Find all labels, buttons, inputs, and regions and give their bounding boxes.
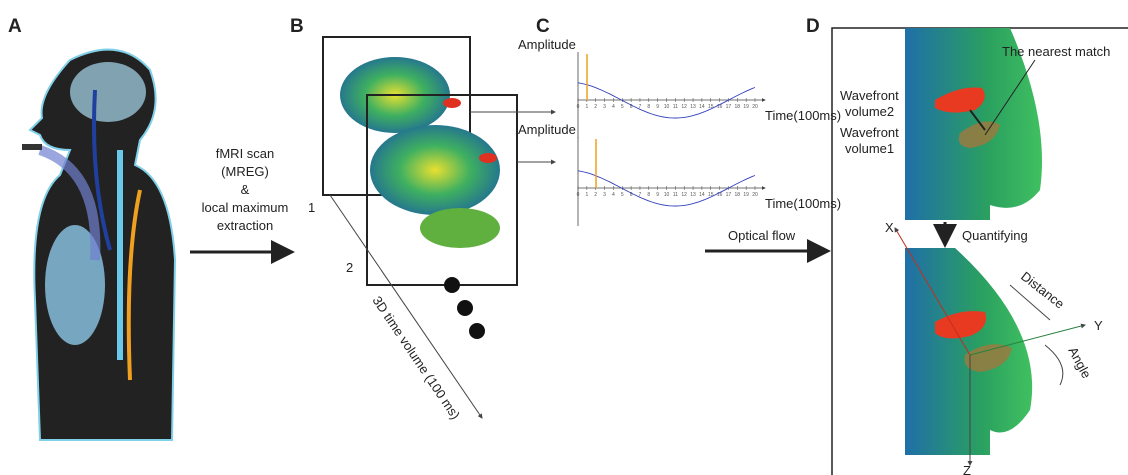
- tick-label: 3: [603, 192, 606, 198]
- volume-number: 1: [308, 200, 315, 215]
- axis-label: 3D time volume (100 ms): [370, 293, 464, 422]
- tick-label: 17: [726, 104, 732, 110]
- brain-slice: [370, 125, 500, 215]
- step-text-line: fMRI scan: [216, 146, 275, 161]
- tick-label: 1: [585, 192, 588, 198]
- tick-label: 14: [699, 192, 705, 198]
- step-text-line: (MREG): [221, 164, 269, 179]
- step-text-line: local maximum: [202, 200, 289, 215]
- step-text: fMRI scan (MREG) & local maximum extraction: [202, 146, 289, 233]
- tick-label: 4: [612, 104, 615, 110]
- panel-border: [831, 27, 1128, 475]
- flow-vector: [969, 109, 986, 131]
- tick-label: 7: [639, 192, 642, 198]
- tick-label: 2: [594, 104, 597, 110]
- x-axis-label: Time(100ms): [765, 108, 841, 123]
- tick-label: 5: [621, 192, 624, 198]
- tick-label: 0: [577, 104, 580, 110]
- panel-label: A: [8, 16, 22, 37]
- tick-label: 8: [647, 192, 650, 198]
- step-text: Optical flow: [728, 228, 796, 243]
- tick-label: 0: [577, 192, 580, 198]
- signal-curve: [577, 82, 756, 119]
- annotation: Wavefront: [840, 88, 899, 103]
- panel-label: C: [536, 16, 550, 37]
- tick-label: 18: [735, 192, 741, 198]
- annotation: Angle: [1065, 344, 1094, 380]
- annotation: Wavefront: [840, 125, 899, 140]
- volume-frame: [366, 94, 518, 286]
- tick-label: 20: [752, 192, 758, 198]
- brain-stem: [420, 208, 500, 248]
- tick-label: 10: [664, 104, 670, 110]
- ellipsis-dot: [444, 277, 460, 293]
- tick-label: 19: [743, 104, 749, 110]
- body-illustration: [22, 48, 177, 441]
- annotation: The nearest match: [1002, 44, 1110, 59]
- brain-zoom: [905, 248, 1033, 455]
- volume-number: 2: [346, 260, 353, 275]
- wavefront-1: [964, 344, 1012, 372]
- tick-label: 20: [752, 104, 758, 110]
- wavefront: [479, 153, 497, 163]
- ellipsis-dot: [469, 323, 485, 339]
- step-text-line: extraction: [217, 218, 273, 233]
- tick-label: 1: [585, 104, 588, 110]
- axis-label: Z: [963, 463, 971, 475]
- tick-label: 13: [690, 104, 696, 110]
- distance-marker: [1009, 284, 1051, 321]
- tick-label: 6: [630, 104, 633, 110]
- tick-label: 15: [708, 192, 714, 198]
- tick-label: 5: [621, 104, 624, 110]
- tick-label: 19: [743, 192, 749, 198]
- tick-label: 14: [699, 104, 705, 110]
- tick-label: 11: [673, 104, 678, 110]
- tick-label: 9: [656, 192, 659, 198]
- tick-label: 12: [681, 104, 687, 110]
- y-axis-label: Amplitude: [518, 37, 576, 52]
- signal-curve: [577, 170, 756, 207]
- panel-label: D: [806, 16, 820, 37]
- angle-arc: [1044, 344, 1064, 386]
- annotation: Distance: [1018, 269, 1067, 312]
- tick-label: 10: [664, 192, 670, 198]
- brain-zoom: [905, 28, 1042, 220]
- tick-label: 13: [690, 192, 696, 198]
- wavefront: [443, 98, 461, 108]
- tick-label: 16: [717, 192, 723, 198]
- step-text-line: &: [241, 182, 250, 197]
- tick-label: 6: [630, 192, 633, 198]
- x-axis-label: Time(100ms): [765, 196, 841, 211]
- y-axis-label: Amplitude: [518, 122, 576, 137]
- annotation: volume1: [845, 141, 894, 156]
- tick-label: 17: [726, 192, 732, 198]
- tick-label: 18: [735, 104, 741, 110]
- tick-label: 8: [647, 104, 650, 110]
- time-axis: [329, 194, 483, 419]
- tick-label: 16: [717, 104, 723, 110]
- tick-label: 2: [594, 192, 597, 198]
- pointer: [984, 59, 1036, 136]
- axis-label: X: [885, 220, 894, 235]
- annotation: volume2: [845, 104, 894, 119]
- annotation: Quantifying: [962, 228, 1028, 243]
- tick-label: 3: [603, 104, 606, 110]
- tick-label: 9: [656, 104, 659, 110]
- tick-label: 4: [612, 192, 615, 198]
- panel-label: B: [290, 16, 304, 37]
- tick-label: 15: [708, 104, 714, 110]
- axis-label: Y: [1094, 318, 1103, 333]
- wavefront-2: [935, 87, 985, 113]
- ellipsis-dot: [457, 300, 473, 316]
- x-axis: [894, 227, 971, 356]
- tick-label: 7: [639, 104, 642, 110]
- tick-label: 11: [673, 192, 678, 198]
- y-axis: [969, 323, 1086, 356]
- tick-label: 12: [681, 192, 687, 198]
